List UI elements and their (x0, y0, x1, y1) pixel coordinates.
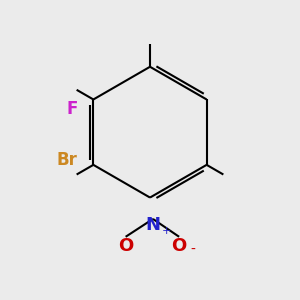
Text: F: F (67, 100, 78, 118)
Text: Br: Br (56, 152, 77, 169)
Text: O: O (118, 237, 133, 255)
Text: +: + (162, 226, 171, 236)
Text: O: O (172, 237, 187, 255)
Text: -: - (190, 243, 195, 256)
Text: N: N (146, 216, 160, 234)
